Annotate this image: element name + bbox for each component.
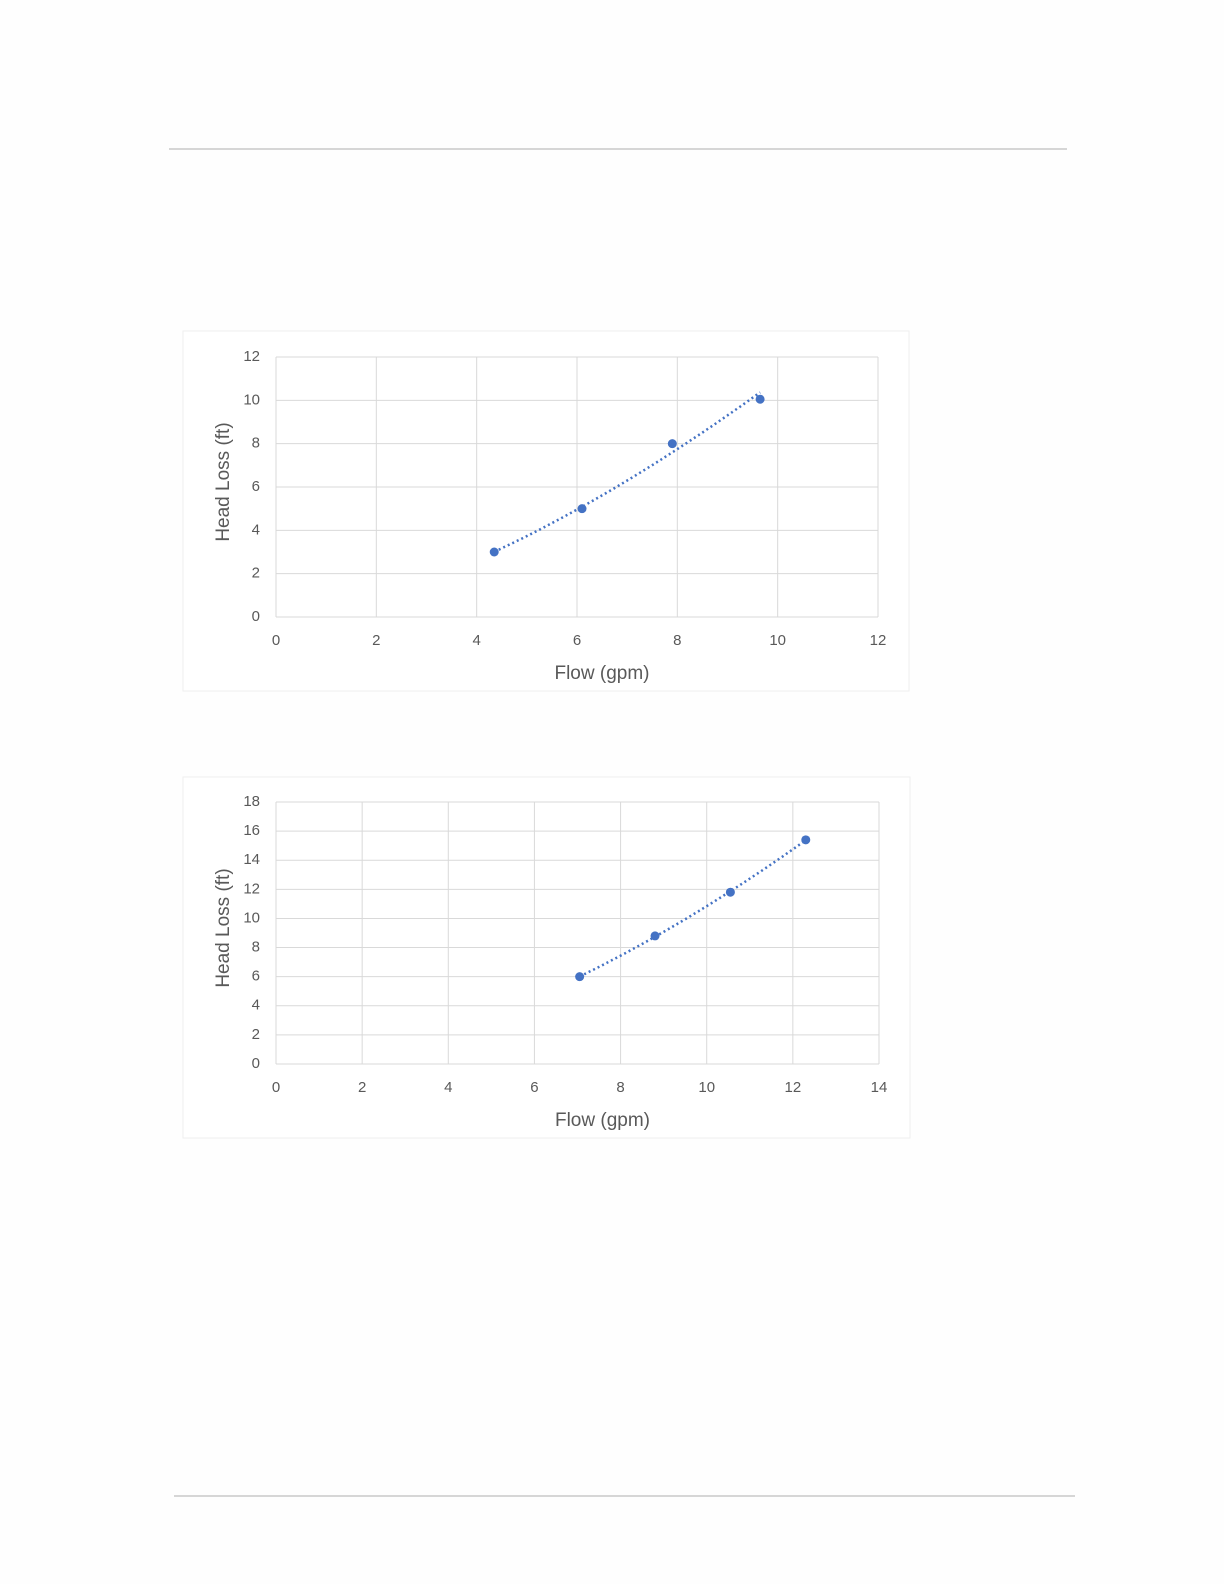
y-tick-label: 6 — [252, 968, 260, 985]
y-tick-label: 10 — [243, 909, 260, 926]
y-tick-label: 4 — [252, 997, 260, 1014]
data-point — [667, 439, 677, 449]
chart-frame — [182, 330, 910, 692]
y-tick-label: 0 — [252, 608, 260, 625]
x-tick-label: 4 — [472, 632, 480, 649]
y-tick-label: 18 — [243, 793, 260, 810]
y-tick-label: 16 — [243, 822, 260, 839]
y-tick-label: 2 — [252, 565, 260, 582]
data-point — [577, 504, 587, 514]
x-tick-label: 10 — [769, 632, 786, 649]
x-tick-label: 12 — [870, 632, 887, 649]
y-tick-label: 8 — [252, 435, 260, 452]
y-tick-label: 6 — [252, 478, 260, 495]
data-point — [489, 547, 499, 557]
x-axis-title: Flow (gpm) — [554, 663, 649, 684]
x-tick-label: 14 — [871, 1079, 888, 1096]
x-tick-label: 2 — [372, 632, 380, 649]
x-tick-label: 8 — [616, 1079, 624, 1096]
y-axis-title: Head Loss (ft) — [213, 868, 234, 987]
chart-frame — [182, 776, 911, 1139]
x-tick-label: 4 — [444, 1079, 452, 1096]
x-tick-label: 6 — [573, 632, 581, 649]
data-point — [725, 887, 735, 897]
y-tick-label: 12 — [243, 880, 260, 897]
y-tick-label: 10 — [243, 391, 260, 408]
x-axis-title: Flow (gpm) — [555, 1110, 650, 1131]
x-tick-label: 8 — [673, 632, 681, 649]
data-point — [755, 394, 765, 404]
x-tick-label: 10 — [698, 1079, 715, 1096]
x-tick-label: 12 — [785, 1079, 802, 1096]
y-tick-label: 12 — [243, 348, 260, 365]
data-point — [801, 835, 811, 845]
x-tick-label: 0 — [272, 632, 280, 649]
x-tick-label: 2 — [358, 1079, 366, 1096]
y-tick-label: 14 — [243, 851, 260, 868]
y-tick-label: 2 — [252, 1026, 260, 1043]
y-tick-label: 8 — [252, 939, 260, 956]
x-tick-label: 0 — [272, 1079, 280, 1096]
y-tick-label: 4 — [252, 521, 260, 538]
y-tick-label: 0 — [252, 1055, 260, 1072]
x-tick-label: 6 — [530, 1079, 538, 1096]
trendline — [493, 391, 761, 553]
data-point — [575, 972, 585, 982]
data-point — [650, 931, 660, 941]
y-axis-title: Head Loss (ft) — [213, 422, 234, 541]
